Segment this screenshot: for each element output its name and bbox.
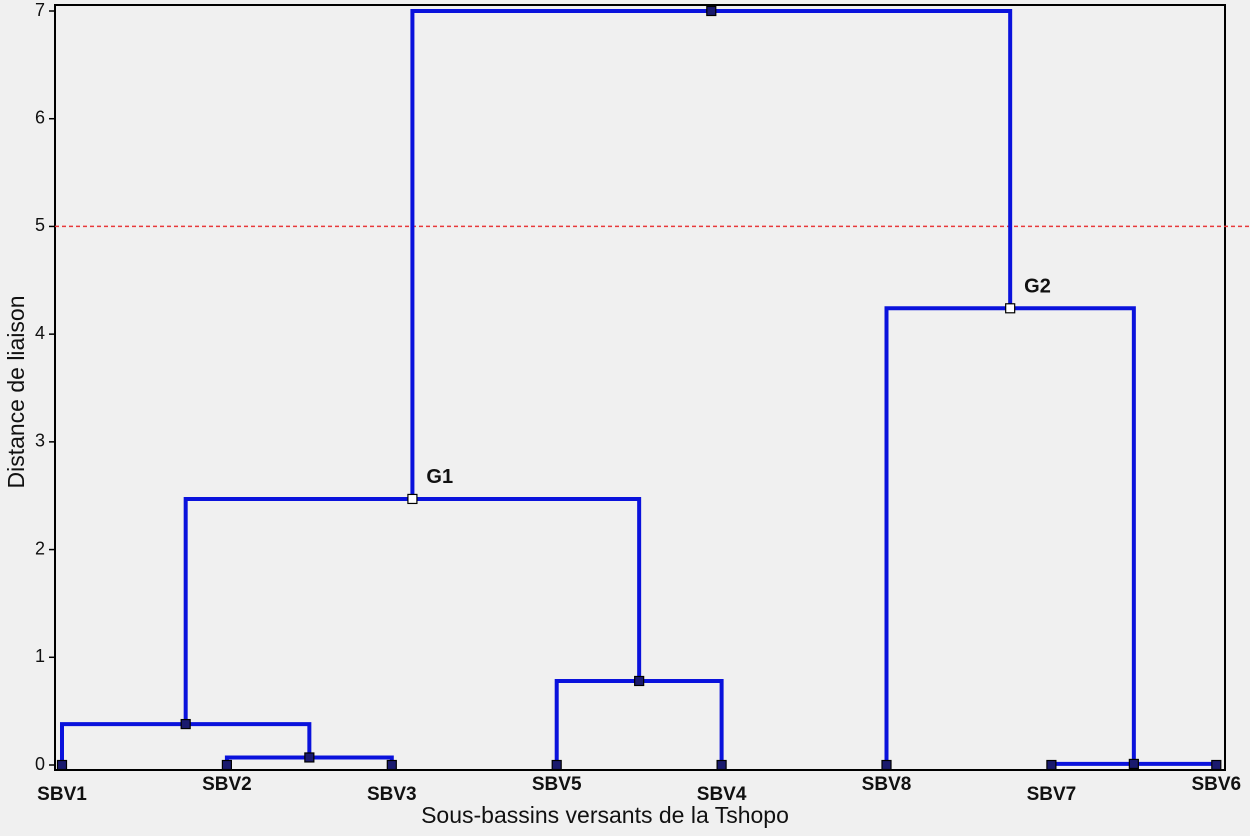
leaf-marker	[1211, 759, 1222, 771]
leaf-marker	[221, 759, 232, 771]
node-marker	[1128, 758, 1139, 770]
leaf-marker	[1046, 759, 1057, 771]
leaf-marker	[716, 759, 727, 771]
leaf-label: SBV3	[367, 784, 417, 805]
y-tick-label: 3	[35, 431, 45, 451]
y-tick-label: 6	[35, 107, 45, 127]
leaf-label: SBV4	[697, 784, 747, 805]
leaf-label: SBV1	[37, 784, 87, 805]
leaf-marker	[881, 759, 892, 771]
leaf-label: SBV8	[862, 774, 912, 795]
y-tick-label: 7	[35, 0, 45, 20]
y-tick-label: 2	[35, 538, 45, 558]
leaf-label: SBV6	[1191, 774, 1241, 795]
leaf-marker	[551, 759, 562, 771]
y-tick-label: 5	[35, 215, 45, 235]
group-label: G2	[1024, 276, 1051, 298]
leaf-marker	[56, 759, 68, 771]
y-axis-label: Distance de liaison	[3, 295, 29, 488]
leaf-label: SBV7	[1027, 784, 1077, 805]
node-marker	[1005, 303, 1016, 314]
leaf-marker	[386, 759, 397, 771]
y-tick-label: 0	[35, 754, 45, 774]
node-marker	[706, 5, 717, 17]
leaf-label: SBV2	[202, 774, 252, 795]
node-marker	[304, 752, 315, 763]
leaf-label: SBV5	[532, 774, 582, 795]
group-label: G1	[426, 466, 453, 488]
node-marker	[634, 675, 645, 687]
y-tick-label: 1	[35, 646, 45, 666]
node-marker	[407, 493, 418, 505]
node-marker	[180, 718, 191, 730]
x-axis-label: Sous-bassins versants de la Tshopo	[421, 802, 789, 828]
y-tick-label: 4	[35, 323, 45, 343]
